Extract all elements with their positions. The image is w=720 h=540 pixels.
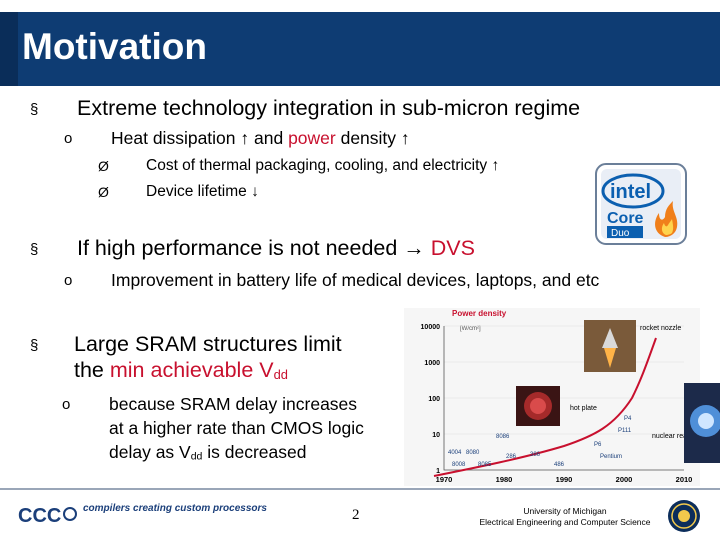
trend-curve (433, 337, 657, 477)
bullet-1-sub-text: Heat dissipation ↑ and power density ↑ (111, 128, 410, 148)
power-density-chart: Power density [W/cm²] 10000 1000 100 10 1 19… (404, 308, 700, 486)
bullet-1-item-1: Cost of thermal packaging, cooling, and … (146, 157, 500, 174)
annotation-hot-plate: hot plate (570, 405, 597, 412)
bullet-marker: § (30, 337, 39, 354)
chip-label: P6 (594, 442, 602, 448)
chart-ylabel: [W/cm²] (460, 326, 481, 332)
annotation-rocket: rocket nozzle (640, 325, 681, 332)
footer-tagline: compilers creating custom processors (83, 503, 267, 514)
ccc-logo: CCC (18, 505, 77, 527)
x-tick-label: 2010 (676, 475, 693, 484)
svg-text:CCC: CCC (18, 505, 61, 527)
footer-divider (0, 488, 720, 490)
y-tick-label: 100 (428, 396, 440, 403)
chart-title: Power density (452, 309, 507, 318)
svg-text:Core: Core (607, 210, 644, 227)
svg-text:intel: intel (610, 181, 651, 203)
sub-bullet-marker: o (64, 130, 73, 147)
chip-label: 8086 (496, 434, 510, 440)
chart-grid (443, 325, 684, 471)
x-tick-label: 2000 (616, 475, 633, 484)
y-tick-label: 10 (432, 432, 440, 439)
bullet-3-text: Large SRAM structures limit the min achi… (74, 332, 342, 382)
chip-label: 8008 (452, 462, 466, 468)
slide-title: Motivation (22, 26, 207, 67)
title-bar (0, 12, 720, 86)
title-bar-stripe (0, 12, 18, 86)
chip-label: 286 (506, 454, 517, 460)
bullet-1-item-2: Device lifetime ↓ (146, 183, 259, 200)
sub-bullet-marker: o (62, 396, 71, 413)
x-tick-label: 1990 (556, 475, 573, 484)
arrow-bullet-marker: Ø (98, 158, 109, 174)
chip-label: P4 (624, 416, 632, 422)
chart-yticks: 10000 1000 100 10 1 (421, 324, 441, 475)
y-tick-label: 1 (436, 468, 440, 475)
y-tick-label: 1000 (424, 360, 440, 367)
sub-bullet-marker: o (64, 272, 73, 289)
nuclear-reactor-image (684, 383, 720, 463)
svg-text:Duo: Duo (611, 228, 630, 239)
university-name: University of Michigan Electrical Engine… (479, 506, 651, 527)
bullet-2-text: If high performance is not needed → DVS (77, 236, 475, 260)
bullet-3-sub-text: because SRAM delay increases at a higher… (109, 394, 364, 463)
chip-label: 8080 (466, 450, 480, 456)
chart-xticks: 1970 1980 1990 2000 2010 (436, 475, 693, 484)
chart-axes (443, 326, 684, 471)
chip-label: P111 (618, 428, 632, 434)
chip-label: 386 (530, 452, 541, 458)
y-tick-label: 10000 (421, 324, 441, 331)
arrow-bullet-marker: Ø (98, 184, 109, 200)
chip-label: 486 (554, 462, 565, 468)
bullet-1-text: Extreme technology integration in sub-mi… (77, 96, 581, 120)
annotation-nuclear: nuclear reactor (652, 433, 699, 440)
chip-label: 8085 (478, 462, 492, 468)
chip-label: Pentium (600, 454, 622, 460)
bullet-marker: § (30, 101, 39, 118)
university-seal-icon (668, 500, 700, 532)
bullet-marker: § (30, 241, 39, 258)
page-number: 2 (352, 507, 360, 523)
bullet-2-sub-text: Improvement in battery life of medical d… (111, 270, 600, 290)
chip-label: 4004 (448, 450, 462, 456)
x-tick-label: 1980 (496, 475, 513, 484)
intel-core-duo-logo: intel Core Duo (595, 163, 687, 245)
x-tick-label: 1970 (436, 475, 453, 484)
